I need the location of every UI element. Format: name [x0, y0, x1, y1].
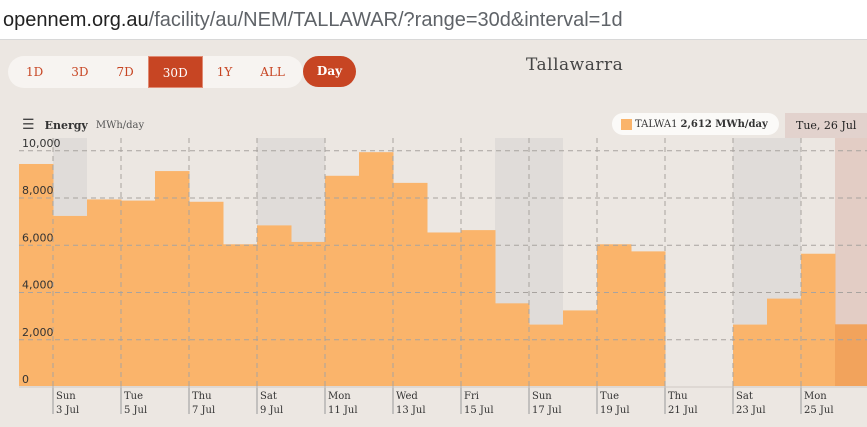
- xtick-day: Sat: [260, 391, 277, 402]
- bar-11[interactable]: [393, 182, 428, 386]
- interval-day-button[interactable]: Day: [303, 56, 356, 87]
- bar-0[interactable]: [19, 163, 54, 386]
- legend-item[interactable]: TALWA1 2,612 MWh/day: [612, 113, 779, 135]
- xtick-date: 23 Jul: [736, 405, 766, 416]
- range-1d-button[interactable]: 1D: [26, 65, 44, 79]
- xtick-day: Sun: [56, 391, 76, 402]
- bar-21[interactable]: [733, 324, 768, 386]
- address-bar[interactable]: opennem.org.au/facility/au/NEM/TALLAWAR/…: [0, 0, 867, 40]
- bar-8[interactable]: [291, 241, 326, 386]
- bar-22[interactable]: [767, 298, 802, 386]
- xtick-date: 17 Jul: [532, 405, 562, 416]
- chart-header: ☰ Energy MWh/day: [22, 117, 144, 133]
- bar-9[interactable]: [325, 175, 360, 386]
- range-3d-button[interactable]: 3D: [71, 65, 89, 79]
- hover-date-badge: Tue, 26 Jul: [785, 113, 867, 138]
- xtick-date: 7 Jul: [192, 405, 215, 416]
- xtick-day: Tue: [124, 391, 143, 402]
- energy-label: Energy: [44, 118, 88, 132]
- range-all-button[interactable]: ALL: [260, 65, 285, 79]
- range-7d-button[interactable]: 7D: [116, 65, 134, 79]
- bar-5[interactable]: [189, 201, 224, 386]
- facility-title: Tallawarra: [526, 55, 624, 75]
- bar-6[interactable]: [223, 244, 258, 386]
- xtick-date: 3 Jul: [56, 405, 79, 416]
- xtick-date: 11 Jul: [328, 405, 358, 416]
- bar-14[interactable]: [495, 303, 530, 386]
- range-30d-button[interactable]: 30D: [147, 56, 203, 88]
- bar-23[interactable]: [801, 253, 836, 386]
- xtick-day: Sun: [532, 391, 552, 402]
- ytick-label: 4,000: [22, 279, 54, 292]
- url-domain: opennem.org.au: [3, 9, 149, 31]
- legend-swatch: [621, 118, 632, 130]
- xtick-day: Wed: [396, 391, 418, 402]
- xtick-day: Thu: [192, 391, 212, 402]
- xtick-day: Thu: [668, 391, 688, 402]
- ytick-label: 10,000: [22, 137, 61, 150]
- bar-18[interactable]: [631, 251, 666, 386]
- ytick-label: 0: [22, 373, 29, 386]
- bar-12[interactable]: [427, 232, 462, 386]
- xtick-date: 9 Jul: [260, 405, 283, 416]
- bar-7[interactable]: [257, 225, 292, 386]
- bar-3[interactable]: [121, 200, 156, 386]
- bar-15[interactable]: [529, 324, 564, 386]
- xtick-date: 13 Jul: [396, 405, 426, 416]
- range-selector: 1D 3D 7D 30D 1Y ALL: [8, 56, 303, 88]
- xtick-day: Sat: [736, 391, 753, 402]
- xtick-day: Mon: [328, 391, 351, 402]
- xtick-date: 5 Jul: [124, 405, 147, 416]
- range-1y-button[interactable]: 1Y: [216, 65, 233, 79]
- bar-16[interactable]: [563, 310, 598, 386]
- xtick-day: Mon: [804, 391, 827, 402]
- xtick-date: 15 Jul: [464, 405, 494, 416]
- xtick-date: 19 Jul: [600, 405, 630, 416]
- xtick-date: 21 Jul: [668, 405, 698, 416]
- bar-17[interactable]: [597, 244, 632, 386]
- bar-10[interactable]: [359, 152, 394, 386]
- energy-unit: MWh/day: [95, 119, 145, 131]
- bar-4[interactable]: [155, 171, 190, 386]
- legend-series-value: 2,612 MWh/day: [680, 118, 768, 130]
- ytick-label: 6,000: [22, 231, 54, 244]
- ytick-label: 2,000: [22, 326, 54, 339]
- ytick-label: 8,000: [22, 184, 54, 197]
- bar-13[interactable]: [461, 230, 496, 386]
- xtick-day: Fri: [464, 391, 479, 402]
- bar-24[interactable]: [835, 324, 867, 386]
- hamburger-menu-icon[interactable]: ☰: [22, 117, 35, 133]
- legend-series-name: TALWA1: [635, 118, 678, 130]
- url-path: /facility/au/NEM/TALLAWAR/?range=30d&int…: [148, 9, 623, 31]
- xtick-date: 25 Jul: [804, 405, 834, 416]
- bar-1[interactable]: [53, 215, 88, 386]
- xtick-day: Tue: [600, 391, 619, 402]
